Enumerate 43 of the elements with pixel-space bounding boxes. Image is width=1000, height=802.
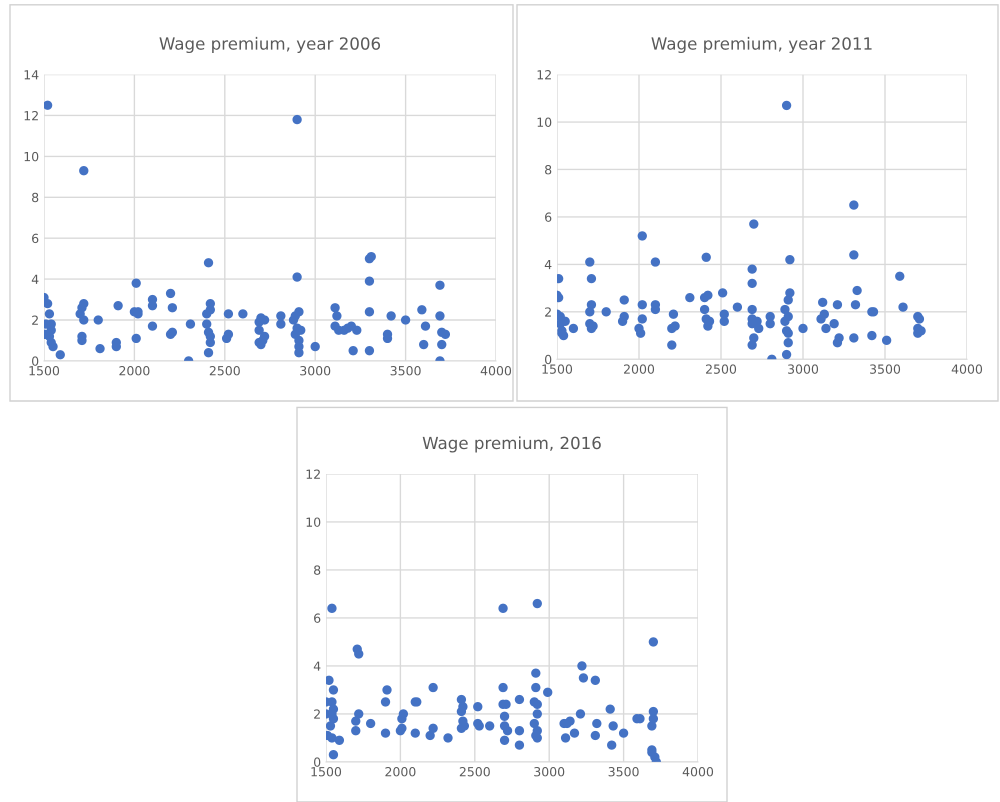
x-tick-label: 2000 — [385, 766, 416, 776]
x-tick-label: 3000 — [788, 364, 818, 374]
y-tick-label: 8 — [32, 192, 38, 202]
x-tick-label: 2500 — [210, 366, 240, 376]
x-tick-label: 2500 — [706, 364, 736, 374]
y-tick-label: 12 — [538, 70, 551, 80]
x-tick-label: 3500 — [870, 364, 900, 374]
x-tick-label: 1500 — [542, 364, 572, 374]
y-tick-label: 12 — [306, 469, 320, 479]
x-tick-label: 1500 — [29, 366, 60, 376]
x-tick-label: 1500 — [311, 766, 342, 776]
y-tick-label: 0 — [32, 356, 38, 366]
y-tick-label: 4 — [314, 662, 320, 671]
x-tick-label: 2500 — [460, 766, 490, 776]
x-tick-label: 3000 — [534, 766, 564, 776]
y-tick-label: 2 — [32, 315, 38, 325]
y-tick-label: 8 — [314, 565, 320, 575]
x-tick-label: 2000 — [119, 366, 150, 376]
chart-title: Wage premium, year 2006 — [159, 36, 380, 54]
y-tick-label: 0 — [545, 354, 552, 364]
chart-title: Wage premium, year 2011 — [651, 36, 872, 54]
y-tick-label: 6 — [545, 212, 552, 222]
y-tick-label: 2 — [545, 307, 551, 317]
y-tick-label: 8 — [545, 164, 552, 174]
x-tick-label: 2000 — [624, 364, 654, 374]
y-tick-label: 0 — [314, 757, 320, 767]
x-tick-label: 4000 — [682, 766, 714, 776]
y-tick-label: 4 — [32, 274, 38, 284]
y-tick-label: 10 — [24, 152, 38, 162]
x-tick-label: 4000 — [480, 366, 512, 376]
y-tick-label: 12 — [24, 110, 38, 120]
y-tick-label: 10 — [306, 517, 320, 527]
y-tick-label: 6 — [314, 613, 320, 623]
y-tick-label: 4 — [544, 260, 552, 270]
y-tick-label: 14 — [24, 70, 38, 80]
x-tick-label: 3000 — [300, 366, 330, 376]
x-tick-label: 4000 — [952, 364, 982, 374]
chart-title: Wage premium, 2016 — [422, 436, 601, 452]
y-tick-label: 10 — [538, 118, 552, 127]
x-tick-label: 3500 — [608, 766, 639, 776]
y-tick-label: 6 — [32, 234, 38, 244]
y-tick-label: 2 — [314, 709, 320, 719]
x-tick-label: 3500 — [390, 366, 421, 376]
